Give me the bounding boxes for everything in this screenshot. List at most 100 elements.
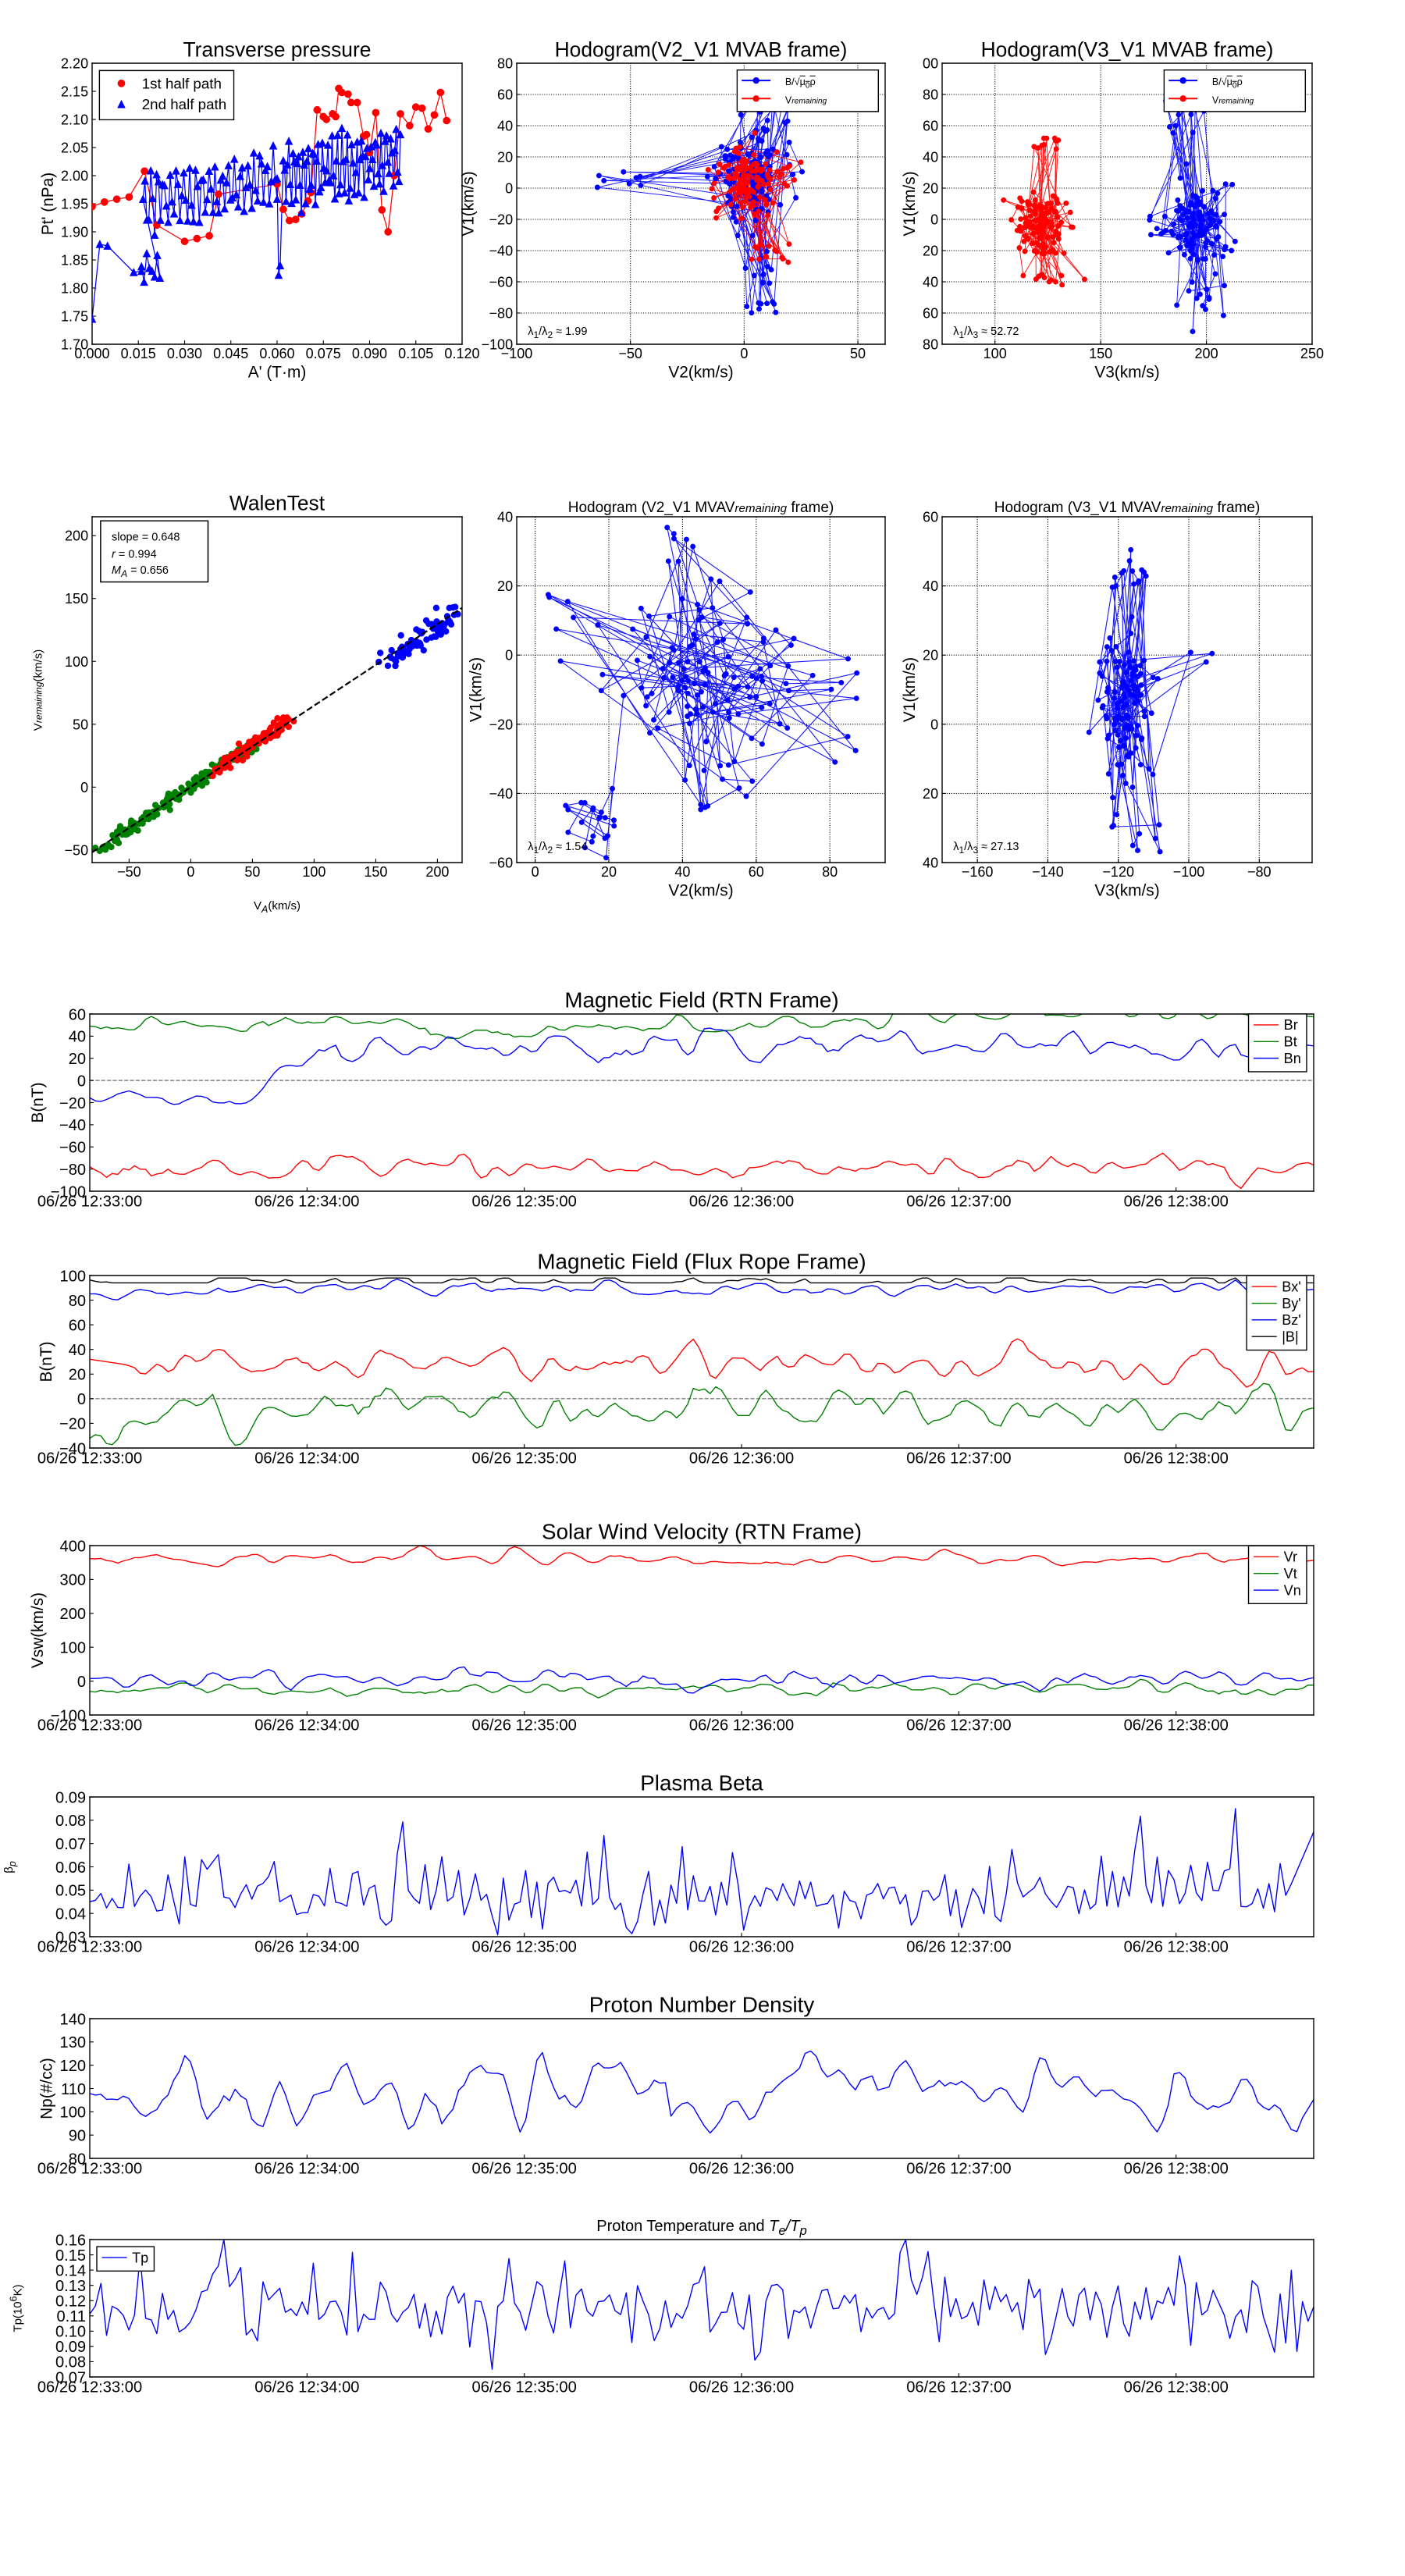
svg-text:40: 40 [923,150,938,165]
svg-text:100: 100 [302,864,325,880]
svg-text:40: 40 [923,856,938,871]
svg-text:Br: Br [1284,1017,1298,1033]
svg-text:06/26 12:37:00: 06/26 12:37:00 [906,1450,1011,1467]
svg-text:−20: −20 [489,212,514,228]
svg-text:−80: −80 [59,1162,86,1179]
svg-text:120: 120 [60,2058,87,2075]
svg-text:−100: −100 [481,337,513,353]
svg-text:300: 300 [60,1572,87,1589]
svg-text:140: 140 [60,2011,87,2028]
svg-text:0.060: 0.060 [259,346,294,361]
svg-text:100: 100 [60,2105,87,2122]
svg-text:0: 0 [740,346,748,361]
svg-text:Tp: Tp [132,2250,148,2265]
svg-text:80: 80 [497,56,513,72]
svg-text:−40: −40 [489,786,514,802]
svg-text:0.08: 0.08 [55,1813,86,1830]
svg-text:40: 40 [69,1029,86,1046]
svg-text:0.105: 0.105 [398,346,433,361]
svg-text:1.70: 1.70 [61,337,88,353]
svg-text:Np(#/cc): Np(#/cc) [38,2058,56,2119]
svg-text:06/26 12:37:00: 06/26 12:37:00 [906,2379,1011,2396]
svg-text:1.90: 1.90 [61,225,88,240]
svg-text:−60: −60 [489,275,514,290]
svg-text:−40: −40 [59,1440,86,1457]
svg-text:Bx': Bx' [1282,1279,1301,1295]
svg-text:20: 20 [69,1051,86,1068]
svg-text:90: 90 [69,2127,86,2144]
svg-text:Bz': Bz' [1282,1312,1301,1328]
svg-text:0.075: 0.075 [306,346,341,361]
svg-text:20: 20 [601,864,617,880]
svg-text:0: 0 [77,1073,86,1090]
svg-text:0: 0 [187,864,194,880]
svg-text:−20: −20 [59,1095,86,1112]
svg-text:Transverse pressure: Transverse pressure [183,38,372,62]
svg-text:0.11: 0.11 [56,2308,86,2325]
svg-text:06/26 12:35:00: 06/26 12:35:00 [472,1938,577,1955]
svg-text:−60: −60 [59,1140,86,1157]
svg-text:06/26 12:38:00: 06/26 12:38:00 [1124,1938,1229,1955]
svg-text:0: 0 [930,212,938,228]
svg-text:2nd half path: 2nd half path [142,96,226,112]
svg-text:Pt' (nPa): Pt' (nPa) [39,173,57,235]
svg-text:250: 250 [1300,346,1324,361]
svg-text:50: 50 [73,717,88,732]
svg-text:40: 40 [497,119,513,134]
svg-text:−100: −100 [1173,864,1205,880]
svg-text:06/26 12:33:00: 06/26 12:33:00 [37,1938,142,1955]
svg-text:Vn: Vn [1284,1582,1301,1598]
svg-text:0.090: 0.090 [352,346,387,361]
svg-text:0: 0 [930,717,938,732]
svg-text:V3(km/s): V3(km/s) [1094,881,1159,899]
svg-text:0.16: 0.16 [55,2232,86,2249]
svg-text:40: 40 [923,578,938,594]
svg-text:06/26 12:38:00: 06/26 12:38:00 [1124,1717,1229,1734]
svg-text:0: 0 [532,864,539,880]
svg-text:06/26 12:35:00: 06/26 12:35:00 [472,2160,577,2177]
svg-text:−40: −40 [59,1117,86,1134]
svg-text:200: 200 [1195,346,1218,361]
svg-text:200: 200 [60,1606,87,1623]
svg-text:06/26 12:34:00: 06/26 12:34:00 [254,1193,359,1210]
svg-text:0.13: 0.13 [55,2278,86,2295]
svg-text:06/26 12:34:00: 06/26 12:34:00 [254,2160,359,2177]
svg-text:06/26 12:35:00: 06/26 12:35:00 [472,1450,577,1467]
svg-text:100: 100 [60,1268,87,1285]
svg-text:Hodogram(V3_V1 MVAB frame): Hodogram(V3_V1 MVAB frame) [981,38,1274,62]
svg-text:−160: −160 [962,864,994,880]
svg-text:0: 0 [80,780,88,795]
svg-text:−140: −140 [1032,864,1064,880]
svg-text:0.015: 0.015 [121,346,156,361]
svg-text:V1(km/s): V1(km/s) [901,171,919,236]
svg-text:60: 60 [923,306,938,322]
svg-text:0.06: 0.06 [55,1859,86,1877]
svg-text:100: 100 [984,346,1007,361]
svg-text:1.85: 1.85 [61,253,88,269]
svg-text:06/26 12:37:00: 06/26 12:37:00 [906,1193,1011,1210]
svg-text:150: 150 [364,864,387,880]
svg-text:Plasma Beta: Plasma Beta [640,1771,763,1795]
svg-text:0.120: 0.120 [444,346,479,361]
svg-text:WalenTest: WalenTest [229,492,325,515]
svg-text:06/26 12:37:00: 06/26 12:37:00 [906,2160,1011,2177]
svg-text:0: 0 [77,1674,86,1691]
svg-text:−50: −50 [65,842,89,858]
svg-text:B(nT): B(nT) [29,1082,47,1123]
svg-text:150: 150 [1089,346,1112,361]
svg-text:20: 20 [923,786,938,802]
svg-text:00: 00 [923,56,938,72]
svg-text:Bn: Bn [1284,1051,1301,1066]
svg-text:−80: −80 [489,306,514,322]
svg-text:20: 20 [497,578,513,594]
svg-text:200: 200 [65,528,88,544]
svg-text:100: 100 [60,1640,87,1657]
svg-text:−40: −40 [489,244,514,259]
svg-text:1st half path: 1st half path [142,75,222,91]
svg-text:0.07: 0.07 [55,1836,86,1853]
svg-text:200: 200 [425,864,449,880]
svg-text:20: 20 [923,181,938,197]
svg-text:By': By' [1282,1296,1301,1311]
svg-text:B(nT): B(nT) [37,1341,55,1382]
svg-text:−100: −100 [51,1707,86,1724]
